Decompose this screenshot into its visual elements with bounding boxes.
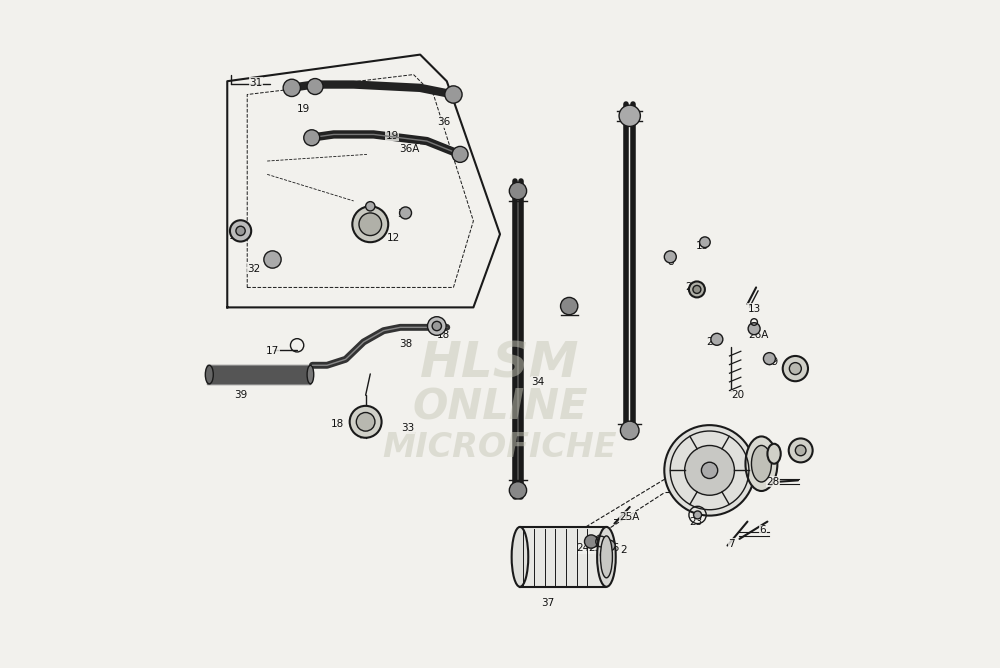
Circle shape [711,333,723,345]
Circle shape [789,363,801,375]
Circle shape [432,321,441,331]
Circle shape [236,226,245,236]
Text: 17: 17 [266,345,279,355]
Text: 26: 26 [606,543,620,553]
Circle shape [452,146,468,162]
Circle shape [509,182,527,200]
Circle shape [620,421,639,440]
Text: 8: 8 [667,257,674,267]
Circle shape [701,462,718,478]
Text: 6: 6 [759,525,766,535]
Circle shape [604,540,615,551]
Text: 7: 7 [728,538,735,548]
Text: 18: 18 [330,419,344,429]
Circle shape [693,285,701,293]
Ellipse shape [751,446,771,482]
Circle shape [694,511,702,519]
Circle shape [748,323,760,335]
Circle shape [763,353,775,365]
Text: 2: 2 [620,545,626,555]
Circle shape [664,425,755,516]
Text: 31: 31 [249,77,262,88]
Text: 25: 25 [589,543,602,553]
Circle shape [685,446,734,495]
Circle shape [283,79,300,96]
Text: 23: 23 [690,516,703,526]
Text: ONLINE: ONLINE [412,386,588,428]
Circle shape [584,535,598,548]
Text: 19: 19 [386,131,399,141]
Text: 34: 34 [531,377,545,387]
Text: 26A: 26A [748,331,768,340]
Circle shape [359,213,382,236]
Circle shape [509,482,527,499]
Circle shape [789,438,813,462]
Circle shape [445,86,462,103]
Text: 19: 19 [297,104,310,114]
Circle shape [700,237,710,248]
Circle shape [350,406,382,438]
Text: 30: 30 [600,556,613,566]
Text: 39: 39 [234,390,247,400]
Ellipse shape [767,444,781,464]
Text: 38: 38 [399,339,412,349]
Text: 12: 12 [387,232,400,242]
Text: 36A: 36A [399,144,419,154]
Text: 22: 22 [685,283,698,293]
Text: 25A: 25A [620,512,640,522]
Circle shape [356,413,375,431]
Circle shape [230,220,251,242]
Circle shape [304,130,320,146]
Ellipse shape [205,365,213,384]
Circle shape [619,105,640,126]
Text: 20: 20 [732,390,745,400]
Text: 18: 18 [437,331,450,340]
Circle shape [307,79,323,94]
Text: 14: 14 [229,230,243,240]
Text: 24: 24 [577,543,590,553]
Circle shape [352,206,388,242]
Text: 15: 15 [696,241,710,251]
Ellipse shape [597,527,616,587]
Circle shape [783,356,808,381]
Text: 29: 29 [765,357,778,367]
Text: 32: 32 [397,209,410,219]
Ellipse shape [745,436,777,491]
Circle shape [795,445,806,456]
Circle shape [561,297,578,315]
Text: 27: 27 [789,363,803,373]
Circle shape [264,251,281,268]
Text: 21: 21 [706,337,719,347]
Text: 37: 37 [541,599,555,609]
Ellipse shape [512,527,528,587]
Text: 35: 35 [563,299,576,309]
Circle shape [366,202,375,211]
Text: 32: 32 [247,264,260,274]
Circle shape [400,207,412,219]
Circle shape [689,281,705,297]
Text: 28: 28 [766,477,779,487]
Ellipse shape [307,365,314,384]
Text: 33: 33 [402,424,415,434]
Circle shape [664,251,676,263]
Circle shape [427,317,446,335]
Text: 13: 13 [747,304,761,314]
Text: MICROFICHE: MICROFICHE [383,431,617,464]
Text: HLSM: HLSM [420,340,580,388]
Polygon shape [520,527,606,587]
Text: 36: 36 [437,118,450,128]
Ellipse shape [600,536,612,578]
